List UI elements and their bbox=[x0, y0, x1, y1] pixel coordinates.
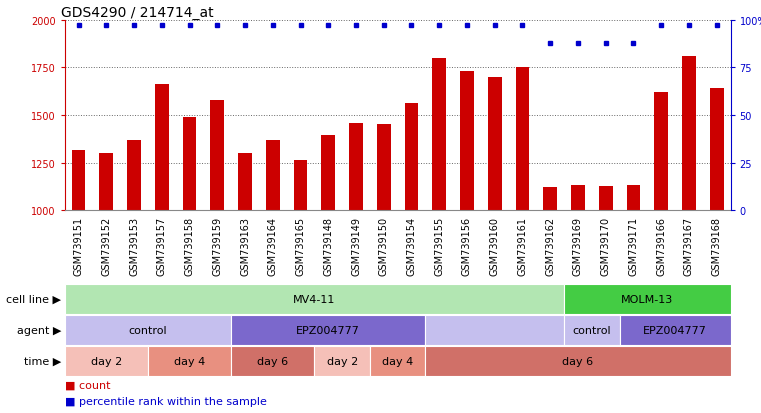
Bar bbox=[148, 346, 231, 376]
Text: EPZ004777: EPZ004777 bbox=[643, 325, 707, 335]
Text: agent ▶: agent ▶ bbox=[17, 325, 61, 335]
Bar bbox=[349, 124, 363, 211]
Text: day 4: day 4 bbox=[174, 356, 205, 366]
Bar bbox=[294, 160, 307, 211]
Bar bbox=[100, 154, 113, 211]
Text: GSM739153: GSM739153 bbox=[129, 216, 139, 275]
Bar bbox=[710, 89, 724, 211]
Text: GDS4290 / 214714_at: GDS4290 / 214714_at bbox=[62, 6, 214, 20]
Bar bbox=[321, 135, 335, 211]
Bar bbox=[266, 140, 280, 211]
Text: GSM739165: GSM739165 bbox=[295, 216, 305, 275]
Bar bbox=[654, 93, 668, 211]
Bar bbox=[564, 315, 619, 345]
Text: day 4: day 4 bbox=[382, 356, 413, 366]
Text: time ▶: time ▶ bbox=[24, 356, 61, 366]
Text: GSM739164: GSM739164 bbox=[268, 216, 278, 275]
Text: GSM739154: GSM739154 bbox=[406, 216, 416, 275]
Text: GSM739148: GSM739148 bbox=[323, 216, 333, 275]
Bar bbox=[432, 59, 446, 211]
Bar bbox=[488, 78, 501, 211]
Text: day 6: day 6 bbox=[257, 356, 288, 366]
Bar bbox=[571, 186, 585, 211]
Bar bbox=[127, 140, 141, 211]
Text: GSM739149: GSM739149 bbox=[351, 216, 361, 275]
Text: EPZ004777: EPZ004777 bbox=[296, 325, 360, 335]
Text: GSM739150: GSM739150 bbox=[379, 216, 389, 275]
Bar bbox=[370, 346, 425, 376]
Text: GSM739156: GSM739156 bbox=[462, 216, 472, 275]
Bar bbox=[72, 151, 85, 211]
Text: GSM739169: GSM739169 bbox=[573, 216, 583, 275]
Bar bbox=[515, 68, 530, 211]
Text: GSM739159: GSM739159 bbox=[212, 216, 222, 275]
Text: GSM739155: GSM739155 bbox=[435, 216, 444, 275]
Bar bbox=[405, 103, 419, 211]
Bar bbox=[231, 315, 425, 345]
Bar bbox=[599, 187, 613, 211]
Text: GSM739170: GSM739170 bbox=[600, 216, 611, 275]
Text: GSM739161: GSM739161 bbox=[517, 216, 527, 275]
Bar bbox=[543, 188, 557, 211]
Bar bbox=[626, 186, 641, 211]
Text: GSM739152: GSM739152 bbox=[101, 216, 111, 275]
Text: GSM739168: GSM739168 bbox=[712, 216, 721, 275]
Bar bbox=[564, 284, 731, 314]
Bar bbox=[65, 284, 564, 314]
Text: GSM739151: GSM739151 bbox=[74, 216, 84, 275]
Bar bbox=[65, 346, 148, 376]
Text: day 2: day 2 bbox=[326, 356, 358, 366]
Bar bbox=[238, 154, 252, 211]
Bar bbox=[210, 100, 224, 211]
Text: GSM739163: GSM739163 bbox=[240, 216, 250, 275]
Text: MOLM-13: MOLM-13 bbox=[621, 294, 673, 304]
Bar bbox=[377, 125, 390, 211]
Text: ■ count: ■ count bbox=[65, 380, 110, 390]
Bar bbox=[314, 346, 370, 376]
Text: GSM739158: GSM739158 bbox=[184, 216, 195, 275]
Text: day 6: day 6 bbox=[562, 356, 594, 366]
Bar bbox=[425, 315, 564, 345]
Bar bbox=[154, 85, 169, 211]
Bar bbox=[183, 118, 196, 211]
Text: cell line ▶: cell line ▶ bbox=[6, 294, 61, 304]
Bar bbox=[682, 57, 696, 211]
Bar bbox=[425, 346, 731, 376]
Text: day 2: day 2 bbox=[91, 356, 122, 366]
Bar bbox=[65, 315, 231, 345]
Text: control: control bbox=[572, 325, 611, 335]
Text: control: control bbox=[129, 325, 167, 335]
Bar bbox=[231, 346, 314, 376]
Text: GSM739167: GSM739167 bbox=[684, 216, 694, 275]
Bar bbox=[460, 72, 474, 211]
Text: GSM739162: GSM739162 bbox=[545, 216, 556, 275]
Text: ■ percentile rank within the sample: ■ percentile rank within the sample bbox=[65, 396, 266, 406]
Text: GSM739171: GSM739171 bbox=[629, 216, 638, 275]
Text: GSM739166: GSM739166 bbox=[656, 216, 666, 275]
Text: GSM739157: GSM739157 bbox=[157, 216, 167, 275]
Text: MV4-11: MV4-11 bbox=[293, 294, 336, 304]
Text: GSM739160: GSM739160 bbox=[490, 216, 500, 275]
Bar bbox=[619, 315, 731, 345]
